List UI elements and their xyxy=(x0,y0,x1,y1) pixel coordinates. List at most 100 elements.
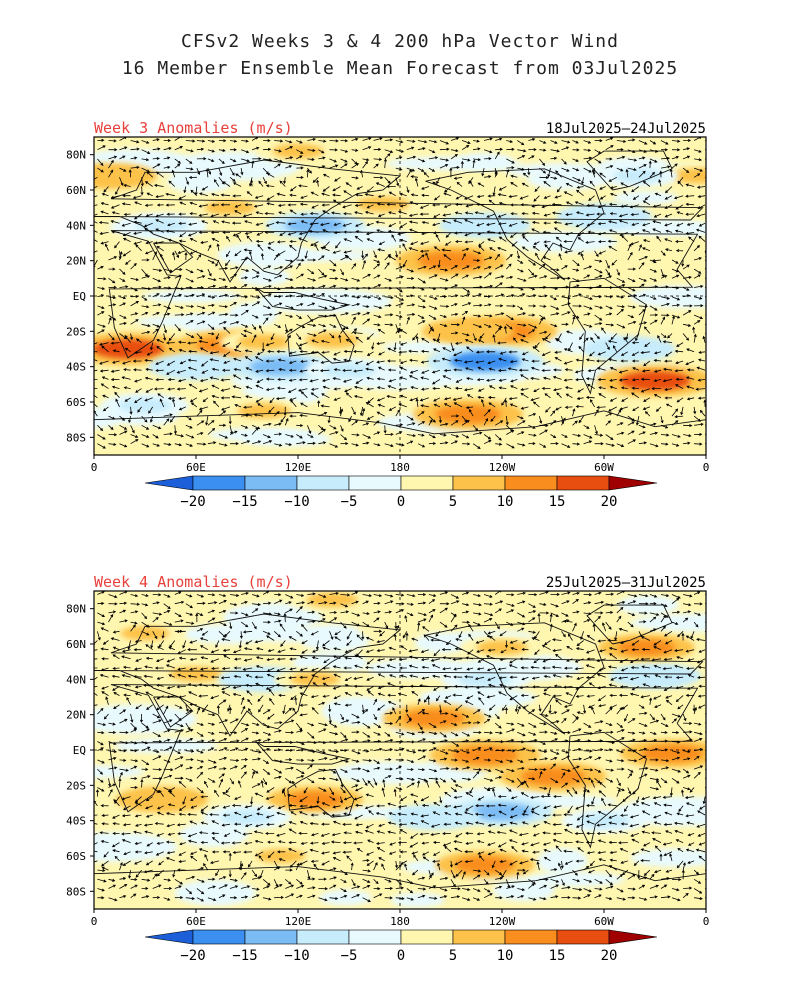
wind-vector xyxy=(406,316,410,325)
wind-vector xyxy=(641,636,651,641)
wind-vector xyxy=(572,259,580,267)
colorbar-segment xyxy=(452,475,506,491)
wind-vector xyxy=(649,296,657,300)
wind-vector xyxy=(144,181,153,187)
wind-vector xyxy=(101,192,109,197)
wind-vector xyxy=(329,268,337,272)
wind-vector xyxy=(176,387,186,391)
wind-vector xyxy=(287,793,297,797)
wind-vector xyxy=(517,277,527,282)
light-anomaly-patch xyxy=(456,153,513,170)
wind-vector xyxy=(311,204,319,209)
wind-vector xyxy=(428,609,436,614)
wind-vector xyxy=(340,869,348,876)
panel-label: Week 3 Anomalies (m/s) xyxy=(94,119,293,137)
wind-vector xyxy=(509,860,518,866)
wind-vector xyxy=(649,313,659,317)
wind-vector xyxy=(140,778,144,788)
wind-vector xyxy=(483,718,491,724)
wind-vector xyxy=(384,286,393,290)
wind-vector xyxy=(621,397,629,402)
wind-vector xyxy=(156,704,164,711)
wind-vector xyxy=(166,360,175,366)
wind-vector xyxy=(285,758,293,762)
wind-vector xyxy=(102,394,109,399)
wind-vector xyxy=(344,805,352,810)
wind-vector xyxy=(252,750,262,754)
wind-vector xyxy=(437,259,441,269)
wind-vector xyxy=(598,386,606,390)
wind-vector xyxy=(475,360,485,364)
wind-vector xyxy=(340,277,349,282)
wind-vector xyxy=(351,328,358,334)
wind-vector xyxy=(438,704,443,714)
wind-vector xyxy=(381,863,386,871)
wind-vector xyxy=(121,674,131,678)
wind-vector xyxy=(540,794,551,799)
wind-vector xyxy=(649,895,658,899)
wind-vector xyxy=(307,877,316,881)
wind-vector xyxy=(215,333,220,340)
wind-vector xyxy=(539,722,547,726)
wind-vector xyxy=(564,405,573,409)
wind-vector xyxy=(307,610,316,614)
wind-vector xyxy=(478,855,485,862)
wind-vector xyxy=(174,612,182,618)
wind-vector xyxy=(663,686,673,691)
wind-vector xyxy=(321,841,330,845)
wind-vector xyxy=(608,830,617,834)
wind-vector xyxy=(285,286,294,290)
wind-vector xyxy=(108,602,118,606)
wind-vector xyxy=(660,424,669,429)
wind-vector xyxy=(417,618,427,623)
panel-date-range: 18Jul2025–24Jul2025 xyxy=(546,121,706,137)
wind-vector xyxy=(572,148,580,152)
wind-vector xyxy=(159,398,165,408)
wind-vector xyxy=(472,756,480,761)
lat-tick-label: 80N xyxy=(66,603,86,616)
wind-vector xyxy=(94,176,98,180)
wind-vector xyxy=(267,840,275,844)
wind-vector xyxy=(343,812,352,816)
wind-vector xyxy=(228,870,232,878)
wind-vector xyxy=(200,840,208,844)
wind-vector xyxy=(110,204,120,209)
colorbar-segment xyxy=(296,929,350,945)
wind-vector xyxy=(420,376,429,380)
wind-vector xyxy=(539,767,547,772)
colorbar-segment xyxy=(244,475,298,491)
wind-vector xyxy=(218,285,228,289)
wind-vector xyxy=(274,139,284,143)
wind-vector xyxy=(575,686,584,690)
wind-vector xyxy=(629,692,639,696)
wind-vector xyxy=(506,609,515,614)
wind-vector xyxy=(575,647,584,651)
wind-vector xyxy=(444,845,452,853)
wind-vector xyxy=(207,897,217,902)
wind-vector xyxy=(500,649,507,654)
wind-vector xyxy=(130,287,138,292)
wind-vector xyxy=(611,259,618,266)
wind-vector xyxy=(373,296,382,300)
wind-vector xyxy=(252,157,262,161)
wind-vector xyxy=(340,719,350,724)
wind-vector xyxy=(312,682,319,687)
wind-vector xyxy=(476,222,485,227)
wind-vector xyxy=(299,796,308,802)
wind-vector xyxy=(287,203,297,207)
wind-vector xyxy=(296,286,306,290)
wind-vector xyxy=(596,359,606,363)
wind-vector xyxy=(141,603,149,607)
wind-vector xyxy=(649,431,659,435)
wind-vector xyxy=(420,360,429,364)
wind-vector xyxy=(252,295,261,299)
wind-vector xyxy=(163,413,173,417)
wind-vector xyxy=(660,442,669,446)
wind-vector xyxy=(185,777,193,782)
wind-vector xyxy=(674,664,684,669)
wind-vector xyxy=(296,149,304,154)
wind-vector xyxy=(176,369,186,374)
wind-vector xyxy=(417,296,426,303)
wind-vector xyxy=(521,351,529,356)
wind-vector xyxy=(563,378,573,382)
